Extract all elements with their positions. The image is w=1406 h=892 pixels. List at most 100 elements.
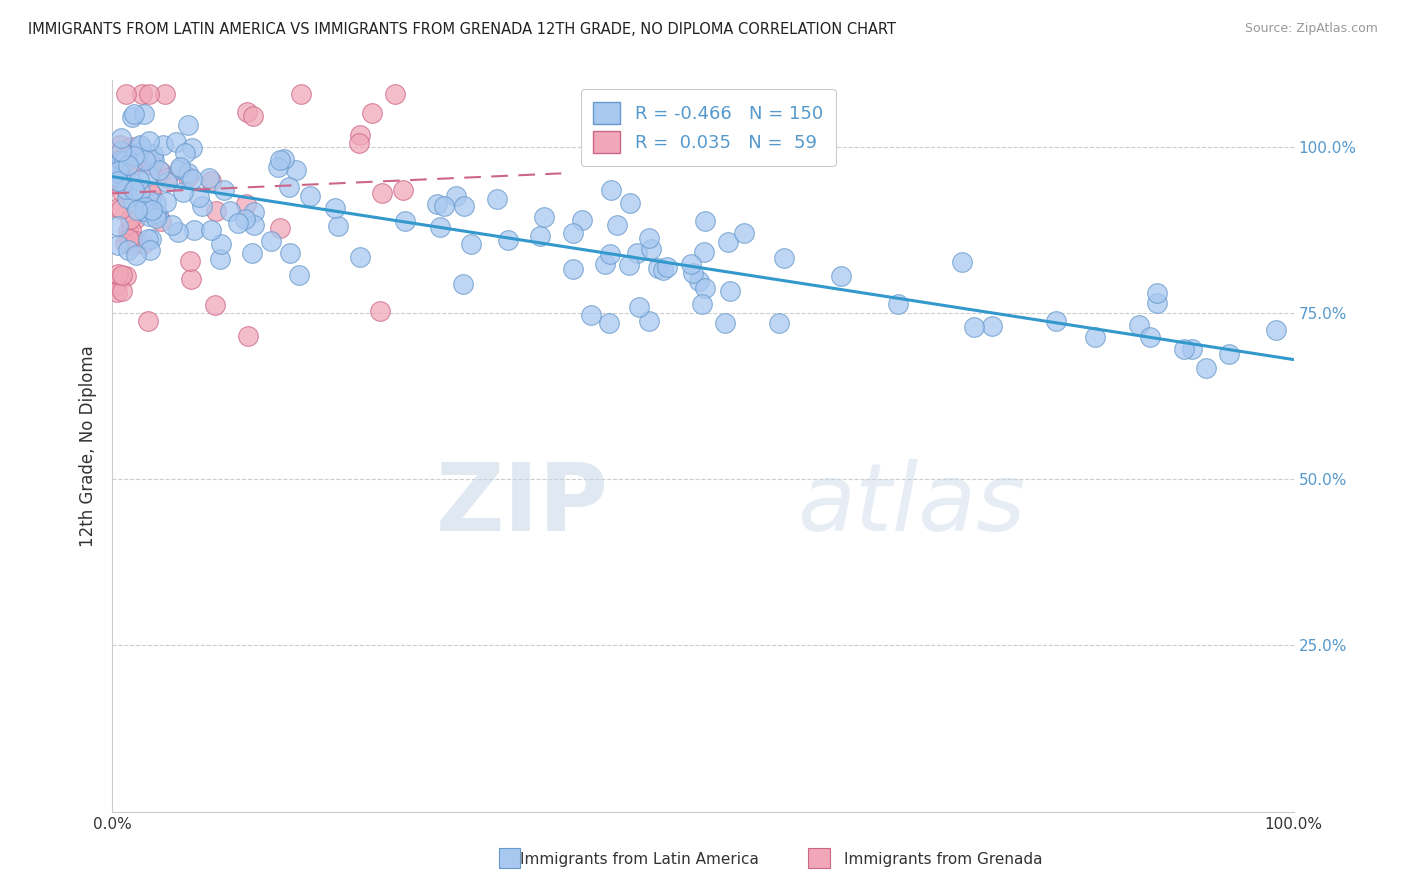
Point (204, 298, 226, 312)
Point (174, 146, 197, 161)
Point (429, 219, 451, 234)
Legend: R = -0.466   N = 150, R =  0.035   N =  59: R = -0.466 N = 150, R = 0.035 N = 59 (581, 89, 835, 166)
Point (165, 136, 187, 150)
Text: Immigrants from Latin America: Immigrants from Latin America (520, 852, 759, 867)
Point (107, 160, 129, 174)
Point (1083, 330, 1105, 344)
Point (110, 202, 132, 216)
Point (285, 163, 308, 178)
Point (107, 174, 129, 188)
Point (830, 268, 852, 283)
Point (136, 168, 159, 182)
Point (131, 87, 153, 101)
Point (1181, 342, 1204, 356)
Point (267, 160, 290, 174)
Point (145, 195, 167, 210)
Point (107, 237, 129, 252)
Point (181, 172, 204, 186)
Point (600, 183, 623, 197)
Point (117, 244, 139, 258)
Point (242, 109, 264, 123)
Point (138, 134, 160, 148)
Point (120, 159, 142, 173)
Point (273, 152, 295, 166)
Point (240, 246, 263, 260)
Point (259, 234, 281, 248)
Point (124, 182, 146, 196)
Point (180, 272, 202, 286)
Point (118, 232, 141, 246)
Point (105, 163, 128, 178)
Point (606, 218, 628, 232)
Point (141, 158, 163, 172)
Point (136, 232, 159, 246)
Point (617, 258, 640, 272)
Point (768, 316, 790, 330)
Point (111, 185, 134, 199)
Point (235, 211, 257, 226)
Point (146, 208, 169, 222)
Point (138, 185, 160, 199)
Point (368, 303, 391, 318)
Point (204, 203, 226, 218)
Point (278, 246, 301, 260)
Point (107, 166, 129, 180)
Point (460, 236, 482, 251)
Point (349, 250, 371, 264)
Point (236, 104, 259, 119)
Point (599, 247, 621, 261)
Point (288, 268, 311, 283)
Point (638, 314, 661, 328)
Point (111, 268, 134, 283)
Point (208, 252, 231, 266)
Point (115, 191, 138, 205)
Point (150, 214, 173, 228)
Point (122, 106, 145, 120)
Point (176, 169, 198, 184)
Point (110, 152, 132, 166)
Point (655, 260, 678, 275)
Point (177, 118, 200, 132)
Text: IMMIGRANTS FROM LATIN AMERICA VS IMMIGRANTS FROM GRENADA 12TH GRADE, NO DIPLOMA : IMMIGRANTS FROM LATIN AMERICA VS IMMIGRA… (28, 22, 896, 37)
Point (105, 285, 128, 299)
Point (693, 245, 716, 260)
Point (651, 263, 673, 277)
FancyBboxPatch shape (808, 848, 830, 868)
Point (218, 204, 240, 219)
Point (714, 316, 737, 330)
Point (145, 211, 167, 225)
Point (124, 147, 146, 161)
Point (718, 285, 741, 299)
Text: Immigrants from Grenada: Immigrants from Grenada (844, 852, 1042, 867)
Point (131, 155, 153, 169)
Point (384, 87, 406, 101)
Point (141, 188, 163, 202)
Point (269, 220, 291, 235)
Point (156, 175, 179, 189)
Point (152, 137, 174, 152)
Point (107, 201, 129, 215)
Point (148, 163, 170, 178)
Point (1264, 323, 1286, 337)
Point (145, 206, 167, 220)
Point (1128, 318, 1150, 333)
Point (110, 137, 132, 152)
Point (110, 153, 132, 167)
Point (169, 162, 191, 177)
Point (124, 234, 146, 248)
Point (122, 162, 145, 177)
Point (169, 160, 191, 174)
Point (277, 179, 299, 194)
Point (120, 139, 142, 153)
Point (717, 235, 740, 250)
Point (135, 199, 157, 213)
Point (112, 154, 135, 169)
Point (619, 196, 641, 211)
Point (243, 218, 266, 232)
Text: ZIP: ZIP (436, 458, 609, 550)
Point (129, 184, 152, 198)
Point (200, 223, 222, 237)
Point (124, 149, 146, 163)
Point (1173, 343, 1195, 357)
Point (1218, 346, 1240, 360)
